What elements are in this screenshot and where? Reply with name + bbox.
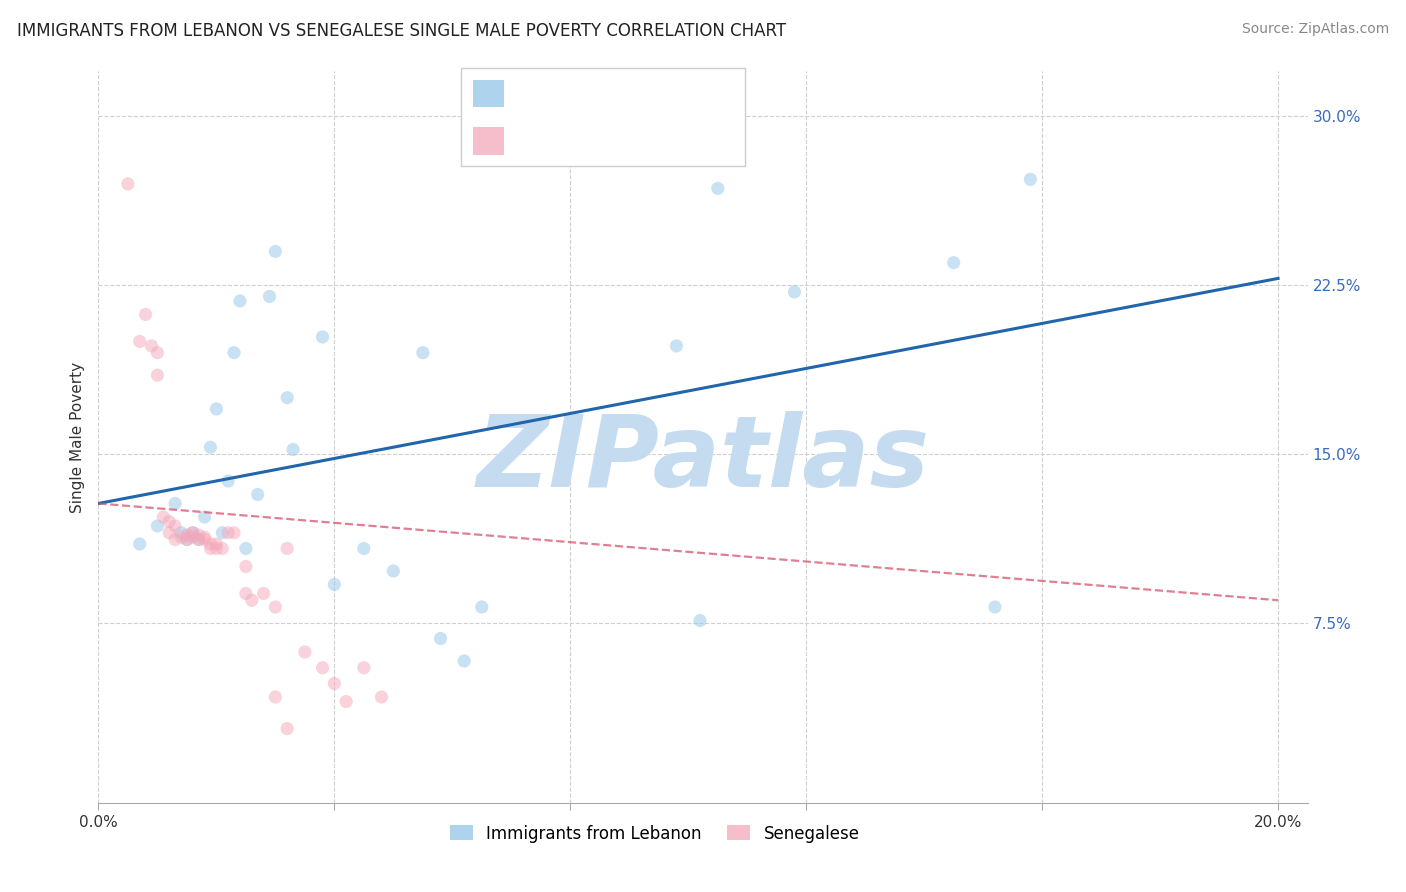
Y-axis label: Single Male Poverty: Single Male Poverty xyxy=(69,361,84,513)
Point xyxy=(311,330,333,344)
Point xyxy=(706,181,728,195)
Point xyxy=(235,541,257,556)
Point xyxy=(165,519,187,533)
Point xyxy=(194,530,217,544)
Point xyxy=(181,525,204,540)
Point xyxy=(276,722,298,736)
Text: ZIPatlas: ZIPatlas xyxy=(477,410,929,508)
Point xyxy=(181,530,204,544)
Point xyxy=(783,285,806,299)
Text: Source: ZipAtlas.com: Source: ZipAtlas.com xyxy=(1241,22,1389,37)
Point xyxy=(665,339,688,353)
Point xyxy=(205,401,228,416)
Point xyxy=(205,541,228,556)
Point xyxy=(222,525,245,540)
Point xyxy=(264,244,287,259)
Point xyxy=(165,496,187,510)
Point xyxy=(157,525,180,540)
Point xyxy=(370,690,392,704)
Point xyxy=(187,533,209,547)
Point xyxy=(205,537,228,551)
Point xyxy=(281,442,304,457)
Point xyxy=(176,533,198,547)
Point xyxy=(323,577,346,591)
Text: IMMIGRANTS FROM LEBANON VS SENEGALESE SINGLE MALE POVERTY CORRELATION CHART: IMMIGRANTS FROM LEBANON VS SENEGALESE SI… xyxy=(17,22,786,40)
Point xyxy=(128,334,150,349)
Point xyxy=(689,614,711,628)
Point xyxy=(252,586,274,600)
Point xyxy=(235,559,257,574)
Point xyxy=(146,345,169,359)
Point xyxy=(217,525,239,540)
Point xyxy=(264,599,287,614)
Point xyxy=(311,661,333,675)
Point xyxy=(353,661,375,675)
Point xyxy=(1019,172,1042,186)
Point xyxy=(128,537,150,551)
Point xyxy=(170,530,193,544)
Point xyxy=(181,525,204,540)
Point xyxy=(194,510,217,524)
Point xyxy=(170,525,193,540)
Point xyxy=(429,632,451,646)
Point xyxy=(211,525,233,540)
Point xyxy=(157,515,180,529)
Point xyxy=(146,368,169,383)
Point xyxy=(353,541,375,556)
Point xyxy=(222,345,245,359)
Point xyxy=(335,694,357,708)
Point xyxy=(229,293,252,308)
Point xyxy=(294,645,316,659)
Point xyxy=(176,533,198,547)
Point xyxy=(200,541,222,556)
Point xyxy=(211,541,233,556)
Point xyxy=(259,289,281,303)
Point xyxy=(135,307,157,321)
Point xyxy=(240,593,263,607)
Point xyxy=(165,533,187,547)
Point xyxy=(235,586,257,600)
Point xyxy=(146,519,169,533)
Point xyxy=(276,541,298,556)
Point xyxy=(323,676,346,690)
Point xyxy=(984,599,1007,614)
Point xyxy=(246,487,269,501)
Point xyxy=(382,564,405,578)
Point xyxy=(152,510,174,524)
Point xyxy=(187,533,209,547)
Point xyxy=(217,474,239,488)
Point xyxy=(200,440,222,454)
Point xyxy=(942,255,965,269)
Point xyxy=(471,599,494,614)
Point xyxy=(453,654,475,668)
Point xyxy=(412,345,434,359)
Point xyxy=(176,528,198,542)
Point xyxy=(187,528,209,542)
Point xyxy=(141,339,163,353)
Point xyxy=(194,533,217,547)
Legend: Immigrants from Lebanon, Senegalese: Immigrants from Lebanon, Senegalese xyxy=(443,818,866,849)
Point xyxy=(264,690,287,704)
Point xyxy=(117,177,139,191)
Point xyxy=(276,391,298,405)
Point xyxy=(200,537,222,551)
